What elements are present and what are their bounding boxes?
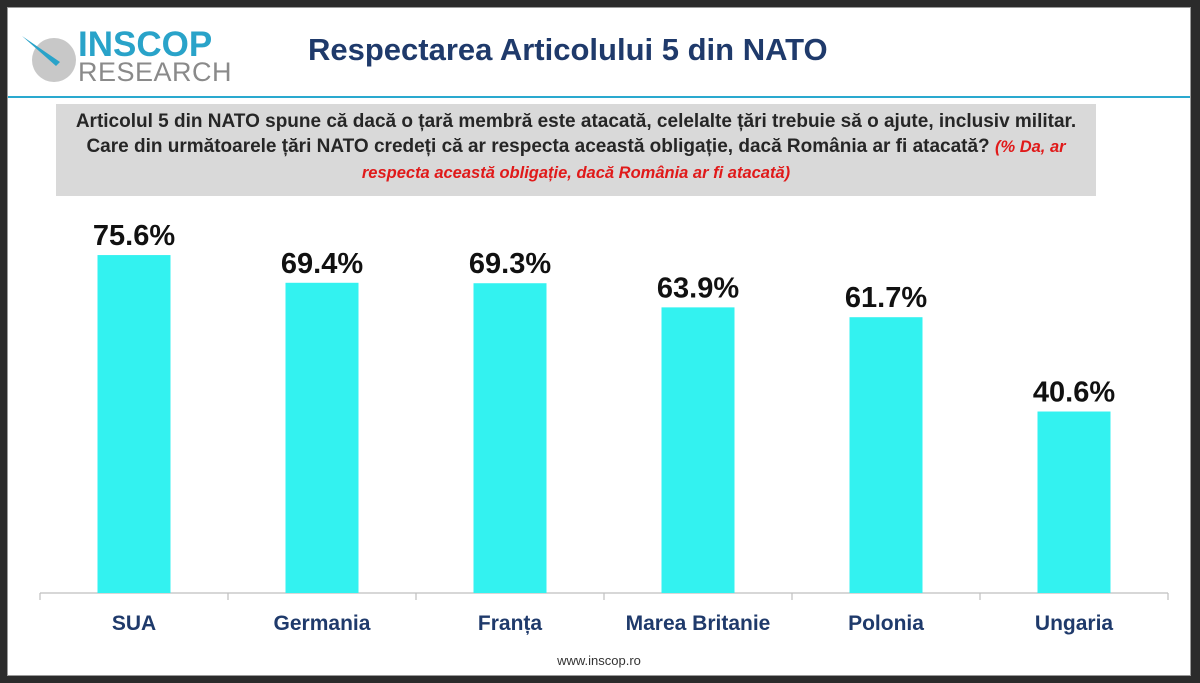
data-label: 63.9% (657, 272, 739, 304)
bar (1037, 411, 1111, 593)
data-label: 61.7% (845, 282, 927, 314)
bar (473, 283, 547, 593)
data-label: 69.3% (469, 248, 551, 280)
bar (97, 255, 171, 593)
logo-globe-icon (22, 36, 76, 82)
category-label: Ungaria (1035, 612, 1114, 635)
category-label: Franța (478, 612, 543, 635)
bar (849, 317, 923, 593)
question-box: Articolul 5 din NATO spune că dacă o țar… (56, 104, 1096, 196)
bar-chart: 75.6% SUA 69.4% Germania 69.3% Franța 63.9% Mar… (39, 220, 1169, 635)
data-label: 40.6% (1033, 377, 1115, 409)
slide: INSCOP RESEARCH Respectarea Articolului … (7, 7, 1191, 676)
question-note: (% Da, ar respecta această obligație, da… (361, 138, 1066, 182)
logo-text-research: RESEARCH (78, 57, 233, 87)
category-label: Polonia (848, 612, 924, 635)
data-label: 75.6% (93, 220, 175, 252)
bar (661, 307, 735, 593)
inscop-logo: INSCOP RESEARCH (20, 25, 233, 88)
data-label: 69.4% (281, 248, 363, 280)
logo-text-inscop: INSCOP (78, 25, 213, 64)
bar (285, 282, 359, 593)
category-label: Marea Britanie (626, 612, 771, 635)
question-text: Articolul 5 din NATO spune că dacă o țar… (75, 111, 1077, 157)
footer-url: www.inscop.ro (557, 653, 641, 668)
category-label: SUA (112, 612, 156, 635)
category-label: Germania (274, 612, 371, 635)
header-divider (8, 96, 1190, 98)
page-title: Respectarea Articolului 5 din NATO (308, 32, 828, 67)
